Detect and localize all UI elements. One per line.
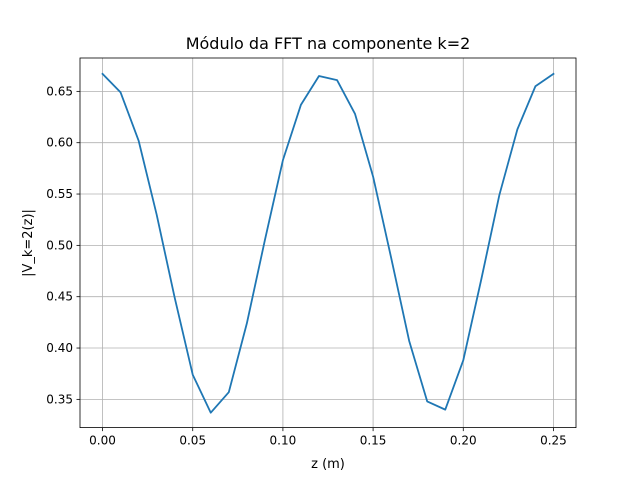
- y-tick-label: 0.40: [46, 341, 73, 355]
- grid-lines: [80, 58, 576, 428]
- x-tick-label: 0.10: [270, 434, 297, 448]
- chart-title: Módulo da FFT na componente k=2: [186, 34, 471, 53]
- y-tick-label: 0.55: [46, 187, 73, 201]
- y-axis-label: |V_k=2(z)|: [21, 209, 36, 277]
- series-line: [101, 72, 555, 414]
- x-tick-label: 0.05: [179, 434, 206, 448]
- x-tick-label: 0.25: [540, 434, 567, 448]
- x-tick-label: 0.20: [450, 434, 477, 448]
- y-tick-label: 0.65: [46, 84, 73, 98]
- x-tick-label: 0.00: [89, 434, 116, 448]
- y-tick-label: 0.60: [46, 136, 73, 150]
- y-tick-label: 0.35: [46, 392, 73, 406]
- series-layer: [101, 72, 555, 414]
- plot-frame: [79, 57, 577, 429]
- x-tick-label: 0.15: [360, 434, 387, 448]
- y-tick-label: 0.45: [46, 290, 73, 304]
- axis-ticks: 0.00 0.05 0.10 0.15 0.20 0.25 0.35 0.40 0.45 0.50…: [46, 84, 567, 447]
- x-axis-label: z (m): [311, 457, 345, 472]
- y-tick-label: 0.50: [46, 238, 73, 252]
